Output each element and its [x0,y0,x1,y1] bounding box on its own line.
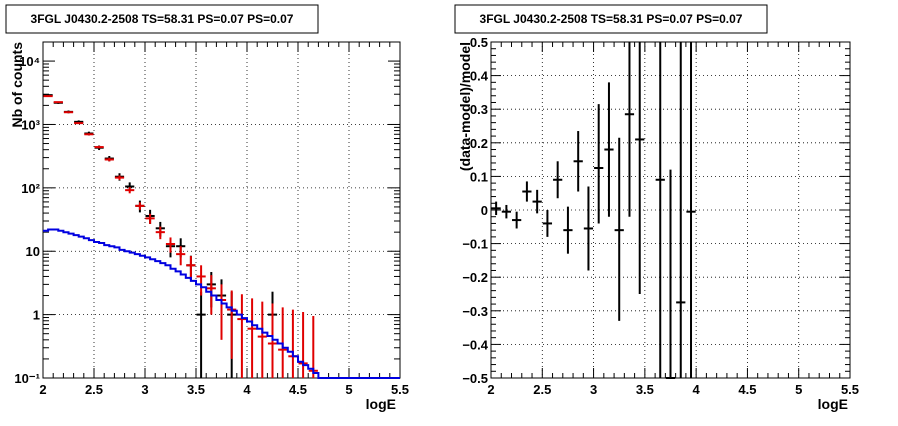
x-tick-label: 2.5 [85,382,103,397]
y-tick-label: 0.3 [470,102,488,117]
x-axis-label: logE [818,396,848,412]
y-tick-label: 10³ [21,117,40,132]
chart-title: 3FGL J0430.2-2508 TS=58.31 PS=0.07 PS=0.… [31,12,294,26]
data-point [583,186,594,271]
data-point [145,213,155,224]
data-point [655,42,665,378]
data-point [247,298,257,378]
x-tick-label: 5.5 [391,382,409,397]
y-tick-label: 10⁴ [19,54,40,69]
counts-panel: 2 2.5 3 3.5 4 4.5 5 5.5 10⁻¹ 1 10 10² 10³ 10⁴ logE Nb o… [5,4,409,412]
y-tick-label: −0.4 [462,337,488,352]
y-tick-label: 0 [481,203,488,218]
y-tick-label: 0.5 [470,35,488,50]
series-0 [491,42,696,379]
data-point [135,202,145,210]
x-tick-label: 2.5 [533,382,551,397]
data-point [491,201,501,216]
x-tick-label: 3.5 [636,382,654,397]
x-tick-label: 3.5 [187,382,205,397]
data-point [165,237,176,253]
data-point [512,211,522,229]
data-point [186,256,196,280]
data-point [501,204,512,219]
series-2 [43,228,400,379]
y-axis-label: Nb of counts [9,42,25,128]
x-tick-label: 5 [795,382,802,397]
data-point [614,137,624,321]
y-tick-label: 0.1 [470,169,488,184]
data-point [63,111,74,114]
x-tick-label: 5 [345,382,352,397]
data-point [563,206,573,254]
x-tick-label: 4.5 [738,382,756,397]
x-tick-label: 5.5 [841,382,859,397]
y-tick-label: 10² [21,181,40,196]
data-point [257,301,267,378]
data-point [542,210,553,237]
y-tick-label: −0.2 [462,270,488,285]
y-axis-label: (data-model)/model [457,42,473,171]
data-point [665,169,676,379]
data-point [686,42,696,378]
x-tick-label: 2 [39,382,46,397]
y-tick-label: −0.3 [462,304,488,319]
data-point [522,181,532,202]
data-point [176,246,186,266]
y-tick-label: 0.4 [470,69,489,84]
data-point [196,291,206,378]
x-tick-label: 4.5 [289,382,307,397]
title-box [5,4,319,34]
data-point [94,145,104,149]
y-tick-label: 1 [33,308,40,323]
x-tick-label: 4 [243,382,251,397]
x-tick-label: 3 [590,382,597,397]
data-point [635,42,645,294]
data-point [43,95,53,98]
x-tick-label: 4 [693,382,701,397]
y-tick-label: 10 [26,244,40,259]
data-point [553,161,563,199]
y-tick-label: 0.2 [470,136,488,151]
residuals-panel: 2 2.5 3 3.5 4 4.5 5 5.5 −0.5 −0.4 −0.3 −0.2 −0.1 0 0.1… [454,4,859,412]
y-tick-label: −0.5 [462,371,488,386]
data-point [532,189,542,214]
x-axis-label: logE [366,396,396,412]
y-tick-label: 10⁻¹ [14,371,40,386]
y-tick-label: −0.1 [462,237,488,252]
data-point [604,82,614,217]
data-point [676,42,686,378]
model-step-line [43,228,400,379]
data-point [196,265,206,296]
data-point [104,157,114,162]
x-tick-label: 2 [487,382,494,397]
chart-title: 3FGL J0430.2-2508 TS=58.31 PS=0.07 PS=0.… [480,12,743,26]
title-box [454,4,768,34]
data-point [594,104,604,224]
data-point [84,133,94,136]
x-tick-label: 3 [141,382,148,397]
data-point [125,187,135,194]
plot-frame [42,41,401,379]
data-point [573,131,583,192]
data-point [74,122,84,125]
data-point [624,42,635,217]
data-point [114,175,125,180]
data-point [53,101,63,104]
data-point [155,226,165,240]
